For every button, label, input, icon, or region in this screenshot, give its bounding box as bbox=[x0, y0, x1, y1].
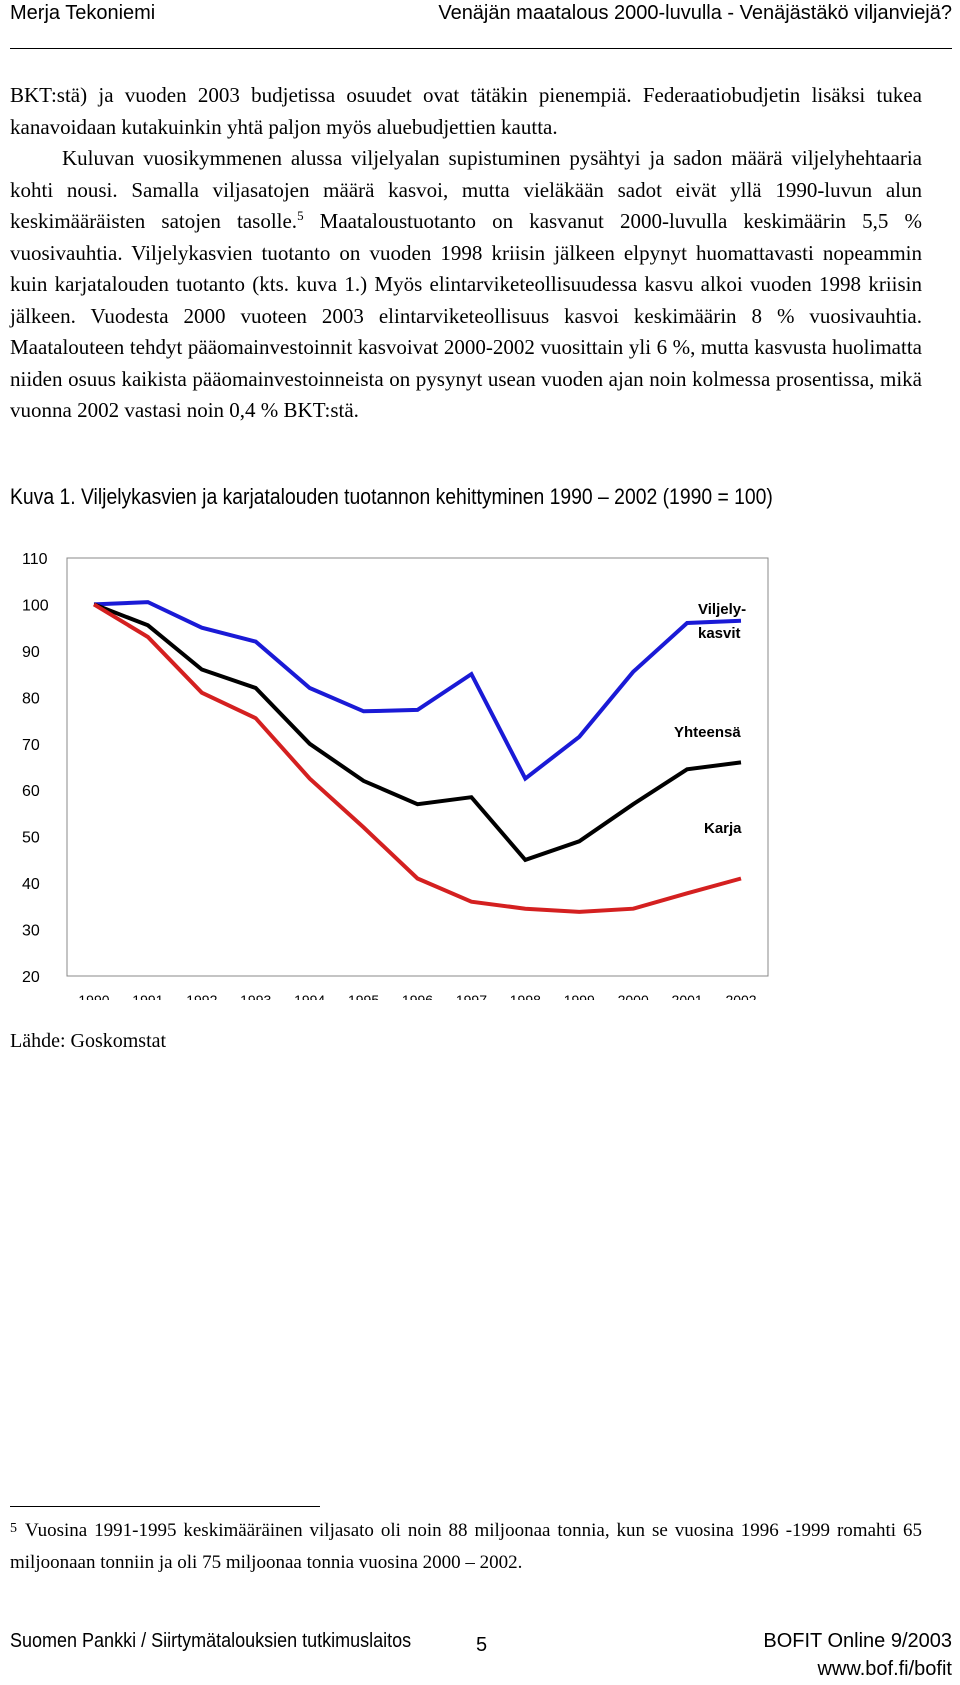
x-tick-label: 1998 bbox=[510, 992, 541, 1000]
footer-institution: Suomen Pankki / Siirtymätalouksien tutki… bbox=[10, 1630, 412, 1652]
series-lines bbox=[92, 600, 742, 914]
header-rule bbox=[10, 48, 952, 49]
y-tick-label: 100 bbox=[22, 597, 49, 614]
y-tick-label: 110 bbox=[22, 551, 48, 568]
x-axis-ticks: 1990 1991 1992 1993 1994 1995 1996 1997 1998 1999… bbox=[78, 992, 756, 1000]
x-tick-label: 1996 bbox=[402, 992, 433, 1000]
footnote-text: Vuosina 1991-1995 keskimääräinen viljasa… bbox=[10, 1520, 922, 1573]
page-footer: Suomen Pankki / Siirtymätalouksien tutki… bbox=[10, 1630, 952, 1685]
y-tick-label: 30 bbox=[22, 923, 40, 940]
footer-website[interactable]: www.bof.fi/bofit bbox=[817, 1658, 952, 1680]
x-tick-label: 1994 bbox=[294, 992, 325, 1000]
x-tick-label: 1991 bbox=[132, 992, 163, 1000]
series-labels: Viljely-kasvit Yhteensä Karja bbox=[674, 601, 746, 837]
series-label: Karja bbox=[704, 820, 742, 837]
figure-source: Lähde: Goskomstat bbox=[10, 1030, 167, 1052]
footnote-mark: 5 bbox=[10, 1521, 17, 1536]
x-tick-label: 1993 bbox=[240, 992, 271, 1000]
paragraph-1: BKT:stä) ja vuoden 2003 budjetissa osuud… bbox=[10, 83, 922, 139]
header-title: Venäjän maatalous 2000-luvulla - Venäjäs… bbox=[438, 2, 952, 24]
y-tick-label: 90 bbox=[22, 644, 40, 661]
y-tick-label: 60 bbox=[22, 783, 40, 800]
series-line bbox=[93, 600, 742, 782]
footnote-ref[interactable]: 5 bbox=[297, 208, 304, 223]
y-tick-label: 80 bbox=[22, 690, 40, 707]
x-tick-label: 2000 bbox=[618, 992, 649, 1000]
x-tick-label: 1999 bbox=[564, 992, 595, 1000]
footnote-rule bbox=[10, 1506, 320, 1507]
x-tick-label: 2001 bbox=[672, 992, 703, 1000]
y-tick-label: 50 bbox=[22, 830, 40, 847]
paragraph-2-part-a: Kuluvan vuosikymmenen alussa viljelyalan… bbox=[10, 146, 922, 233]
footer-publication: BOFIT Online 9/2003 bbox=[763, 1630, 952, 1652]
body-text: BKT:stä) ja vuoden 2003 budjetissa osuud… bbox=[10, 80, 922, 427]
x-tick-label: 1995 bbox=[348, 992, 379, 1000]
plot-area bbox=[66, 557, 769, 977]
x-tick-label: 1997 bbox=[456, 992, 487, 1000]
series-line bbox=[92, 602, 742, 914]
series-label: Viljely- bbox=[698, 601, 746, 618]
paragraph-2-part-b: Maataloustuotanto on kasvanut 2000-luvul… bbox=[10, 209, 922, 422]
x-tick-label: 1990 bbox=[78, 992, 109, 1000]
y-tick-label: 20 bbox=[22, 969, 40, 986]
page-header: Merja Tekoniemi Venäjän maatalous 2000-l… bbox=[10, 0, 952, 52]
y-tick-label: 70 bbox=[22, 737, 40, 754]
x-tick-label: 2002 bbox=[725, 992, 756, 1000]
figure-title: Kuva 1. Viljelykasvien ja karjatalouden … bbox=[10, 484, 773, 509]
page-number: 5 bbox=[476, 1634, 488, 1656]
x-tick-label: 1992 bbox=[186, 992, 217, 1000]
series-line bbox=[93, 602, 742, 863]
footnote: 5 Vuosina 1991-1995 keskimääräinen viljas… bbox=[10, 1516, 922, 1578]
paragraph-2: Kuluvan vuosikymmenen alussa viljelyalan… bbox=[10, 143, 922, 427]
line-chart: 20 30 40 50 60 70 80 90 100 110 Viljely-kasvit Yht… bbox=[22, 551, 769, 1000]
series-label: kasvit bbox=[698, 625, 741, 642]
header-author: Merja Tekoniemi bbox=[10, 2, 156, 24]
y-axis-ticks: 20 30 40 50 60 70 80 90 100 110 bbox=[22, 551, 49, 986]
y-tick-label: 40 bbox=[22, 876, 40, 893]
series-label: Yhteensä bbox=[674, 724, 741, 741]
